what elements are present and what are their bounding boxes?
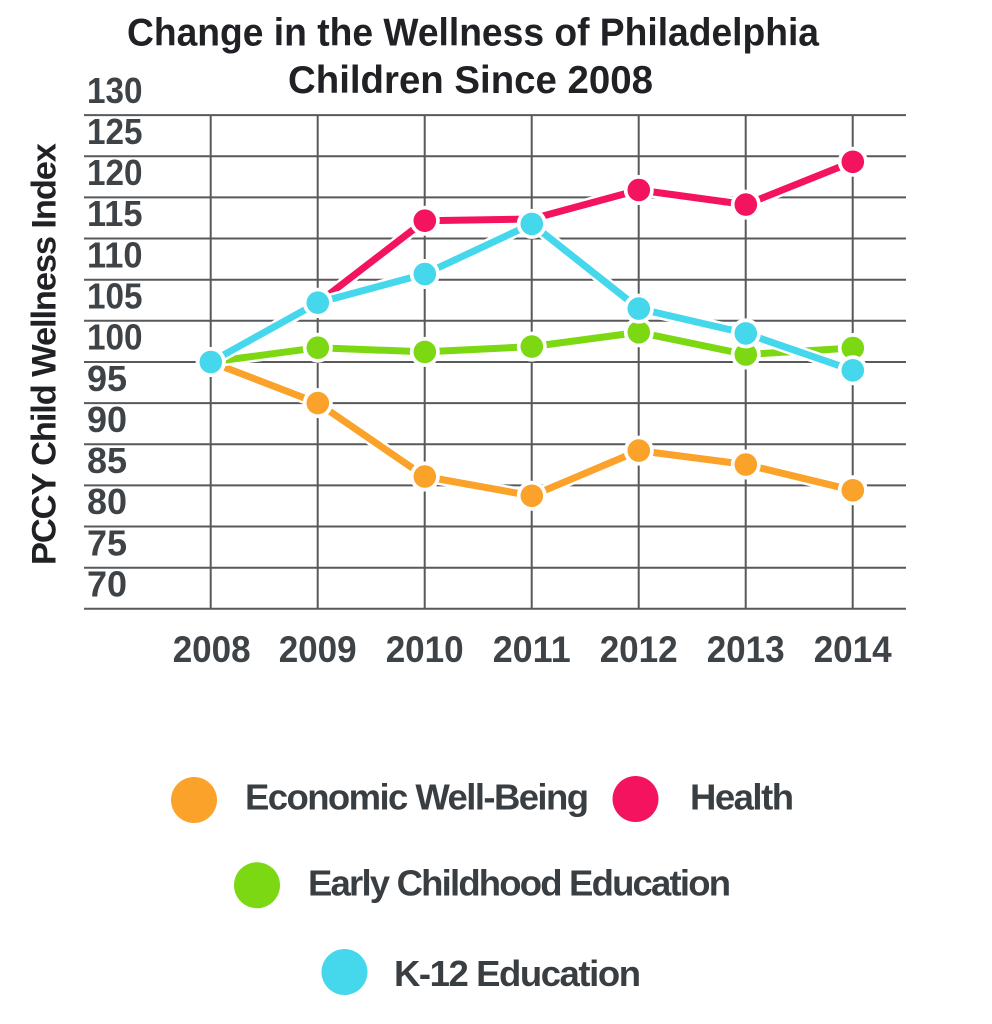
svg-text:2014: 2014 (814, 628, 892, 670)
svg-text:2008: 2008 (173, 628, 251, 670)
svg-text:70: 70 (87, 564, 127, 605)
svg-text:85: 85 (87, 440, 127, 481)
svg-text:Health: Health (690, 777, 794, 818)
svg-text:100: 100 (87, 317, 143, 358)
svg-text:2012: 2012 (600, 628, 678, 670)
svg-text:Early Childhood Education: Early Childhood Education (308, 863, 731, 904)
svg-text:Children Since 2008: Children Since 2008 (288, 59, 653, 102)
svg-text:130: 130 (87, 70, 143, 111)
svg-text:2009: 2009 (279, 628, 357, 670)
svg-text:Economic Well-Being: Economic Well-Being (245, 777, 589, 818)
svg-text:120: 120 (87, 152, 143, 193)
svg-text:110: 110 (87, 234, 143, 275)
svg-text:K-12 Education: K-12 Education (394, 953, 641, 994)
svg-text:125: 125 (87, 111, 143, 152)
svg-text:80: 80 (87, 481, 127, 522)
svg-text:115: 115 (87, 193, 143, 234)
svg-text:2011: 2011 (493, 628, 571, 670)
svg-text:PCCY Child Wellness Index: PCCY Child Wellness Index (26, 143, 64, 565)
svg-text:Change in the Wellness of Phil: Change in the Wellness of Philadelphia (127, 11, 819, 54)
svg-text:95: 95 (87, 358, 127, 399)
svg-text:105: 105 (87, 276, 143, 317)
svg-text:2010: 2010 (386, 628, 464, 670)
svg-text:90: 90 (87, 399, 127, 440)
svg-text:75: 75 (87, 522, 127, 563)
svg-text:2013: 2013 (707, 628, 785, 670)
